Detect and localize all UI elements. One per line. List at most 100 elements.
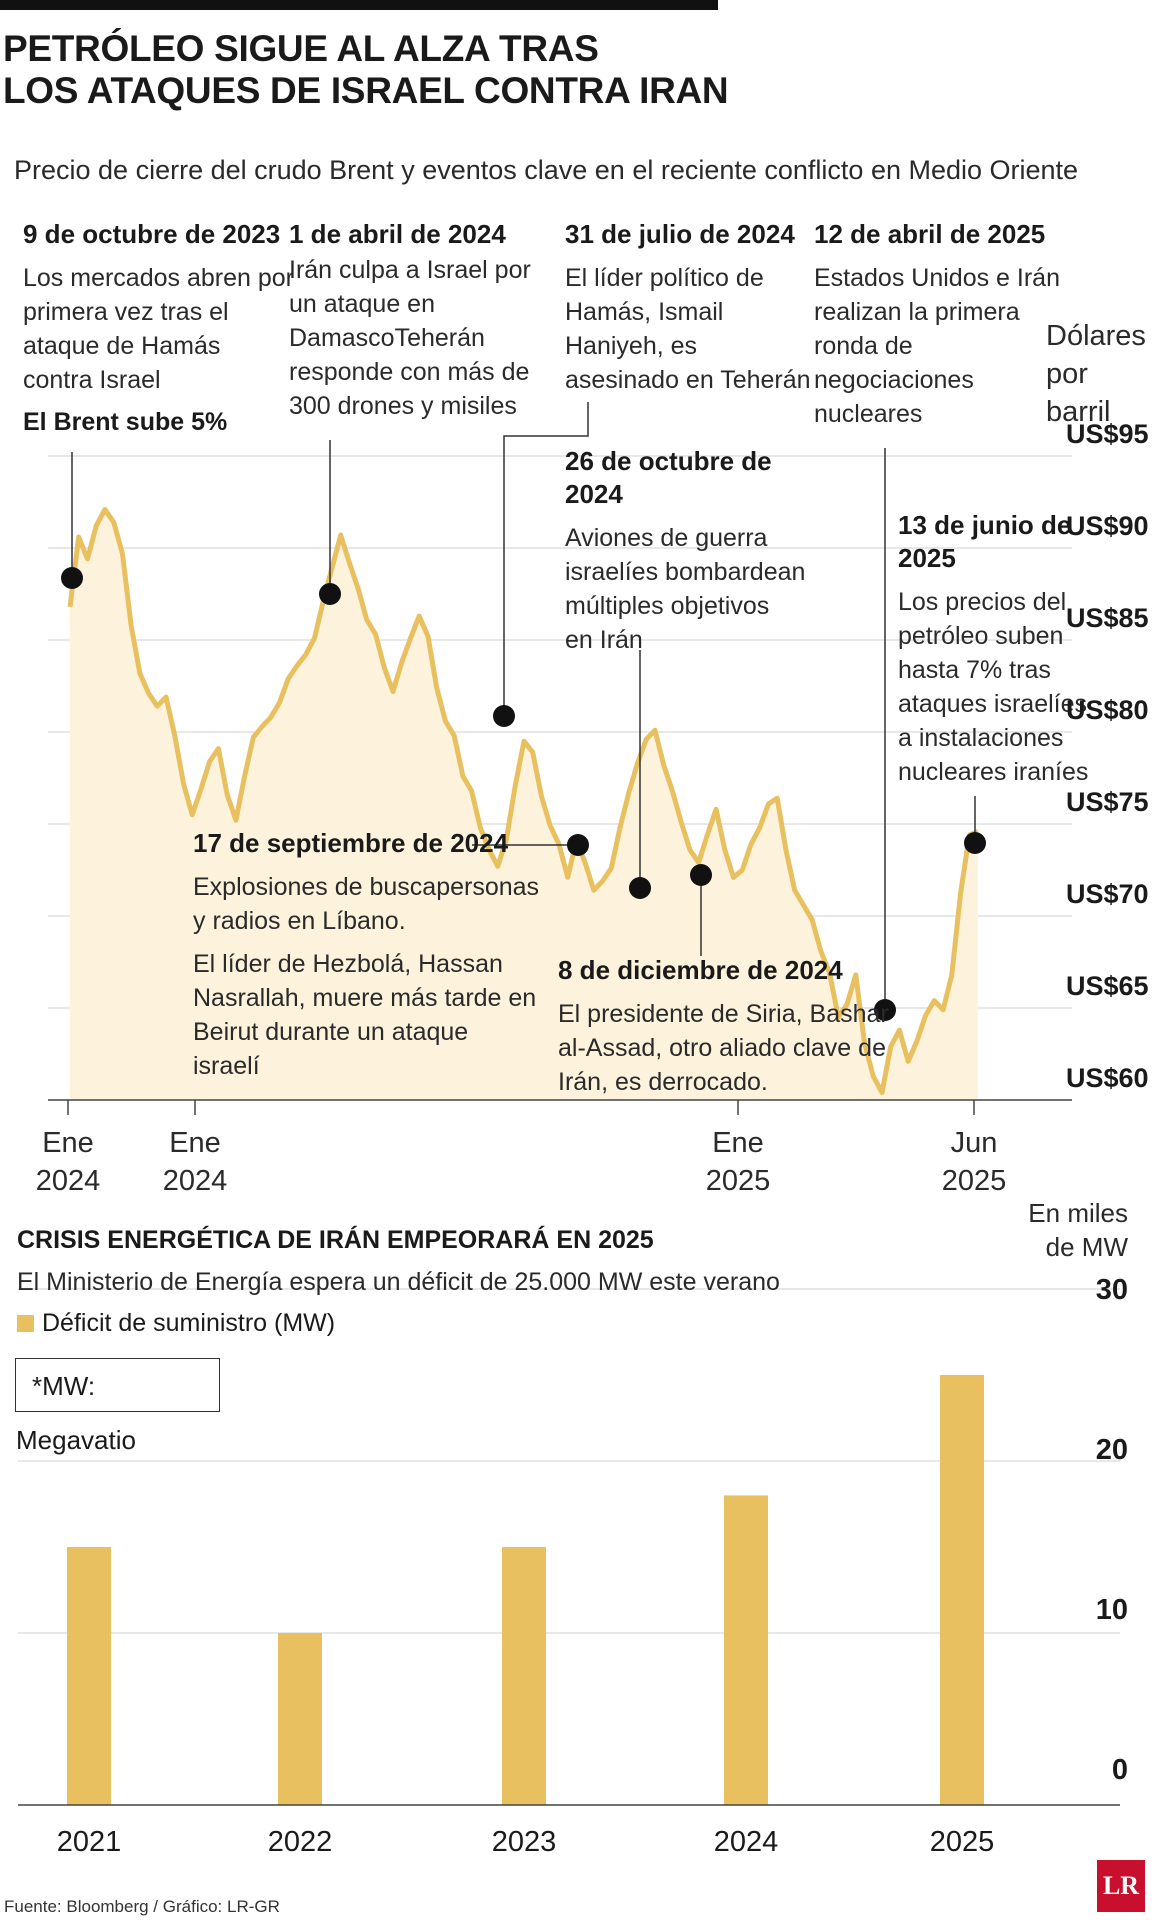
event-text-1: Los mercados abren por primera vez tras … — [23, 261, 294, 397]
bar-y-tick: 20 — [1095, 1434, 1128, 1466]
unit-line: por barril — [1046, 358, 1111, 428]
y-tick-label: US$75 — [1066, 787, 1149, 817]
event-line: asesinado en Teherán — [565, 366, 811, 394]
bar-chart-legend: Déficit de suministro (MW) — [17, 1309, 335, 1338]
event-line: Irán, es derrocado. — [558, 1068, 768, 1096]
y-tick-label: US$95 — [1066, 419, 1149, 449]
event-line: Los precios del — [898, 588, 1067, 616]
event-line: a instalaciones — [898, 724, 1064, 752]
y-tick-label: US$90 — [1066, 511, 1149, 541]
bar-2021 — [67, 1547, 111, 1805]
event-line: contra Israel — [23, 366, 161, 394]
unit-line: En miles — [1028, 1198, 1128, 1228]
event-line: El líder de Hezbolá, Hassan — [193, 950, 503, 978]
y-tick-label: US$60 — [1066, 1063, 1149, 1093]
event-line: negociaciones — [814, 366, 974, 394]
y-tick-label: US$65 — [1066, 971, 1149, 1001]
event-line: nucleares — [814, 400, 923, 428]
leader-line-jul-2024 — [503, 402, 589, 716]
event-line: ronda de — [814, 332, 913, 360]
event-line: Estados Unidos e Irán — [814, 264, 1060, 292]
bar-2025 — [940, 1375, 984, 1805]
event-line: Explosiones de buscapersonas — [193, 873, 540, 901]
y-tick-label: US$85 — [1066, 603, 1149, 633]
bar-x-tick: 2023 — [491, 1826, 557, 1858]
bar-2022 — [278, 1633, 322, 1805]
x-tick-year: 2024 — [162, 1165, 228, 1197]
x-tick-label: Jun 2025 — [929, 1124, 1019, 1200]
x-tick-year: 2025 — [941, 1165, 1007, 1197]
y-tick-label: US$80 — [1066, 695, 1149, 725]
x-tick-label: Ene 2024 — [150, 1124, 240, 1200]
title-line-1: PETRÓLEO SIGUE AL ALZA TRAS — [3, 28, 599, 69]
title-line-2: LOS ATAQUES DE ISRAEL CONTRA IRAN — [3, 70, 729, 111]
event-line: nucleares iraníes — [898, 758, 1089, 786]
top-rule — [0, 0, 718, 10]
bar-x-tick: 2025 — [929, 1826, 995, 1858]
event-line: al-Assad, otro aliado clave de — [558, 1034, 886, 1062]
bar-chart-subtitle: El Ministerio de Energía espera un défic… — [17, 1268, 780, 1296]
event-date-6: 13 de junio de 2025 — [898, 509, 1071, 575]
x-tick-month: Jun — [950, 1127, 998, 1159]
event-line: primera vez tras el — [23, 298, 229, 326]
x-tick-label: Ene 2024 — [23, 1124, 113, 1200]
x-tick-label: Ene 2025 — [693, 1124, 783, 1200]
y-tick-label: US$70 — [1066, 879, 1149, 909]
event-marker-7 — [874, 999, 896, 1021]
event-line: israelíes bombardean — [565, 558, 806, 586]
bar-y-tick: 10 — [1095, 1594, 1128, 1626]
event-date-line: 26 de octubre de — [565, 446, 772, 476]
x-tick-year: 2025 — [705, 1165, 771, 1197]
event-line: petróleo suben — [898, 622, 1064, 650]
bar-x-tick: 2022 — [267, 1826, 333, 1858]
event-text-4: Estados Unidos e Irán realizan la primer… — [814, 261, 1060, 431]
price-area — [70, 509, 978, 1100]
page-subtitle: Precio de cierre del crudo Brent y event… — [14, 155, 1079, 185]
event-line: Nasrallah, muere más tarde en — [193, 984, 537, 1012]
event-marker-5 — [629, 877, 651, 899]
page-title: PETRÓLEO SIGUE AL ALZA TRAS LOS ATAQUES … — [3, 28, 763, 112]
event-line: y radios en Líbano. — [193, 907, 406, 935]
event-date-line: 13 de junio de — [898, 510, 1072, 540]
event-line: Aviones de guerra — [565, 524, 768, 552]
event-date-8: 8 de diciembre de 2024 — [558, 955, 843, 985]
event-line: Hamás, Ismail — [565, 298, 724, 326]
lr-logo: LR — [1097, 1860, 1145, 1912]
event-line: Irán culpa a Israel por — [289, 256, 531, 284]
event-text-7: Explosiones de buscapersonas y radios en… — [193, 870, 539, 938]
x-tick-month: Ene — [712, 1127, 764, 1159]
x-tick-month: Ene — [42, 1127, 94, 1159]
event-line: hasta 7% tras — [898, 656, 1051, 684]
bar-chart-title: CRISIS ENERGÉTICA DE IRÁN EMPEORARÁ EN 2… — [17, 1226, 654, 1254]
bar-2023 — [502, 1547, 546, 1805]
unit-line: Dólares — [1046, 320, 1146, 352]
event-line: israelí — [193, 1052, 260, 1080]
event-text-3: El líder político de Hamás, Ismail Haniy… — [565, 261, 811, 397]
source-credit: Fuente: Bloomberg / Gráfico: LR-GR — [4, 1897, 280, 1916]
event-marker-2 — [319, 583, 341, 605]
event-date-7: 17 de septiembre de 2024 — [193, 828, 509, 858]
bar-x-tick: 2024 — [713, 1826, 779, 1858]
event-line: El presidente de Siria, Bashar — [558, 1000, 889, 1028]
event-text-6: Los precios del petróleo suben hasta 7% … — [898, 585, 1088, 789]
unit-line: de MW — [1045, 1232, 1128, 1262]
event-date-1: 9 de octubre de 2023 — [23, 219, 281, 249]
event-line: 300 drones y misiles — [289, 392, 517, 420]
event-line: Haniyeh, es — [565, 332, 698, 360]
event-text-8: El presidente de Siria, Bashar al-Assad,… — [558, 997, 889, 1099]
event-line: DamascoTeherán — [289, 324, 485, 352]
legend-swatch — [17, 1315, 34, 1332]
event-line: múltiples objetivos — [565, 592, 770, 620]
event-line: ataques israelíes — [898, 690, 1088, 718]
event-line: responde con más de — [289, 358, 530, 386]
event-date-4: 12 de abril de 2025 — [814, 219, 1046, 249]
price-unit-label: Dólares por barril — [1046, 317, 1154, 431]
mw-note-box: *MW: Megavatio — [15, 1358, 220, 1455]
event-line: en Irán — [565, 626, 643, 654]
x-tick-year: 2024 — [35, 1165, 101, 1197]
event-line: El líder político de — [565, 264, 764, 292]
event-date-line: 2025 — [898, 543, 956, 573]
event-marker-4 — [567, 834, 589, 856]
event-line: realizan la primera — [814, 298, 1020, 326]
